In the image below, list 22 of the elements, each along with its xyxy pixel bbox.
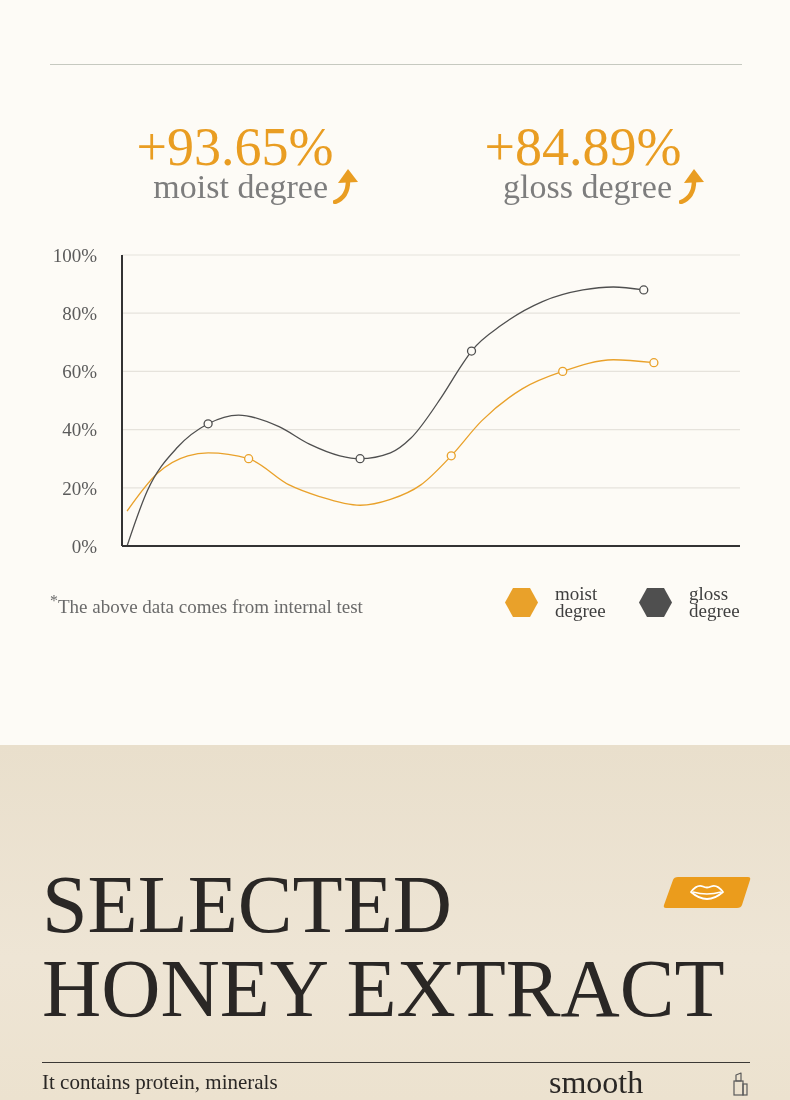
point (639, 285, 649, 295)
y-tick-label: 100% (52, 244, 98, 266)
point (243, 454, 254, 464)
text: smooth (549, 1064, 644, 1100)
point (558, 366, 568, 377)
point (466, 346, 477, 356)
legend-label: moist degree (555, 583, 607, 621)
text: gloss degree (502, 168, 672, 205)
text: moist degree (152, 168, 328, 205)
point (203, 419, 213, 429)
y-tick-label: 0% (71, 535, 98, 557)
y-tick-label: 20% (62, 477, 98, 499)
text: SELECTED HONEY EXTRACT (42, 859, 726, 1034)
y-tick-label: 40% (62, 419, 98, 441)
point (446, 451, 456, 461)
legend-label: gloss degree (689, 583, 741, 621)
y-tick-label: 80% (62, 302, 98, 324)
text: It contains protein, minerals (42, 1070, 278, 1094)
text: $^{*}$The above data comes from internal test (50, 591, 363, 620)
y-tick-label: 60% (62, 361, 98, 383)
point (649, 358, 659, 368)
point (355, 454, 365, 464)
